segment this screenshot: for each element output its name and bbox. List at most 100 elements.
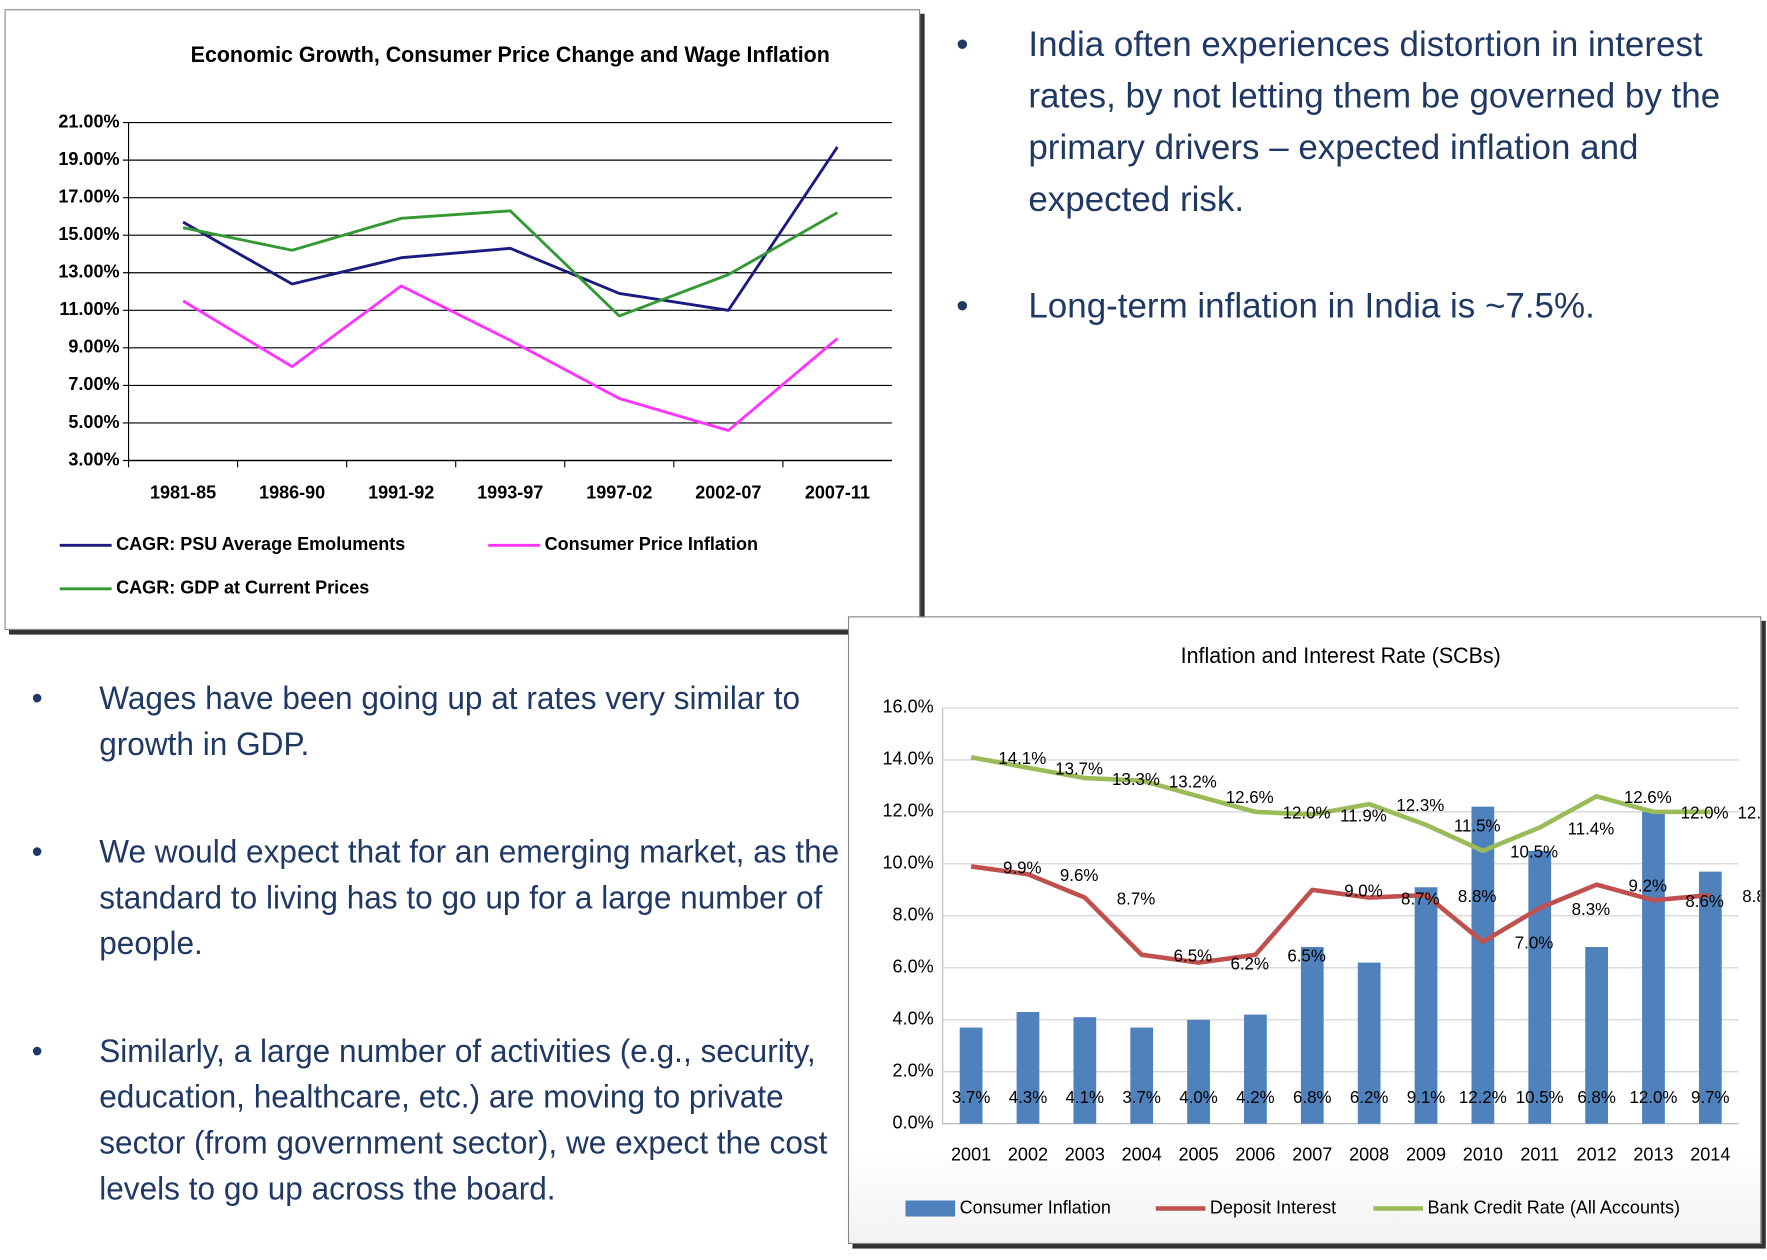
y-tick-label: 10.0% [883, 853, 934, 873]
data-label: 14.1% [998, 749, 1046, 768]
x-tick-label: 2009 [1406, 1145, 1446, 1165]
y-tick-label: 15.00% [58, 224, 119, 244]
data-label: 9.0% [1344, 882, 1383, 901]
data-label: 6.2% [1350, 1088, 1389, 1107]
legend-label: Deposit Interest [1210, 1197, 1336, 1217]
x-tick-label: 2007-11 [805, 482, 870, 502]
x-tick-label: 2002 [1008, 1145, 1048, 1165]
legend-label: Consumer Inflation [960, 1197, 1111, 1217]
y-tick-label: 19.00% [58, 149, 119, 169]
data-label: 11.9% [1340, 806, 1387, 825]
legend-label: CAGR: GDP at Current Prices [116, 577, 369, 597]
data-label: 8.7% [1117, 889, 1156, 908]
legend-swatch [905, 1200, 956, 1217]
bullet: Long-term inflation in India is ~7.5%. [956, 280, 1745, 332]
y-tick-label: 7.00% [68, 374, 119, 394]
data-label: 6.8% [1577, 1088, 1616, 1107]
bar [1073, 1017, 1097, 1124]
data-label: 13.2% [1169, 772, 1217, 791]
bar [1642, 811, 1665, 1124]
data-label: 6.5% [1174, 947, 1213, 966]
bar [1244, 1014, 1267, 1124]
y-tick-label: 0.0% [893, 1112, 934, 1132]
y-tick-label: 8.0% [893, 905, 934, 925]
chart: Economic Growth, Consumer Price Change a… [58, 42, 892, 598]
data-label: 8.7% [1401, 889, 1440, 908]
x-tick-label: 2005 [1178, 1145, 1218, 1165]
chart-frame: Inflation and Interest Rate (SCBs) 0.0% 2.… [847, 616, 1762, 1245]
x-tick-label: 1997-02 [586, 482, 652, 502]
data-label: 10.5% [1516, 1088, 1564, 1107]
x-tick-label: 2001 [951, 1145, 991, 1165]
data-label: 4.3% [1009, 1088, 1048, 1107]
x-tick-label: 2004 [1122, 1145, 1162, 1165]
chart-title: Inflation and Interest Rate (SCBs) [1181, 643, 1501, 668]
line-series [182, 209, 839, 318]
x-tick-label: 2010 [1463, 1145, 1503, 1165]
data-label: 7.0% [1515, 934, 1554, 953]
data-label: 3.7% [952, 1088, 991, 1107]
bar [1528, 850, 1552, 1124]
bullet: Similarly, a large number of activities … [32, 1029, 844, 1212]
x-tick-label: 2003 [1065, 1145, 1105, 1165]
y-tick-label: 2.0% [893, 1060, 934, 1080]
x-tick-label: 2014 [1690, 1145, 1730, 1165]
data-label: 8.6% [1685, 892, 1724, 911]
y-tick-label: 11.00% [59, 299, 119, 319]
y-tick-label: 5.00% [68, 412, 119, 432]
chart-frame: Economic Growth, Consumer Price Change a… [4, 9, 921, 631]
y-tick-label: 6.0% [893, 957, 934, 977]
bar [1698, 871, 1722, 1124]
y-tick-label: 12.0% [883, 801, 934, 821]
data-label: 4.2% [1236, 1088, 1275, 1107]
x-tick-label: 2002-07 [695, 482, 761, 502]
data-label: 12.6% [1624, 788, 1672, 807]
data-label: 13.3% [1112, 770, 1160, 789]
line-series [970, 755, 1711, 854]
y-tick-label: 14.0% [883, 749, 934, 769]
data-label: 11.5% [1454, 817, 1501, 836]
x-tick-label: 1986-90 [259, 482, 325, 502]
data-label: 4.1% [1066, 1088, 1105, 1107]
bar [1414, 887, 1438, 1124]
data-label: 9.2% [1629, 876, 1668, 895]
legend-label: Consumer Price Inflation [545, 534, 758, 554]
data-label: 12.0% [1283, 804, 1331, 823]
bullet: We would expect that for an emerging mar… [32, 829, 844, 966]
bar [1187, 1019, 1210, 1124]
data-label: 3.7% [1122, 1088, 1161, 1107]
x-tick-label: 1981-85 [150, 482, 216, 502]
chart-title: Economic Growth, Consumer Price Change a… [191, 42, 830, 67]
x-tick-label: 1991-92 [368, 482, 434, 502]
bar [1471, 806, 1495, 1124]
data-label: 8.8% [1458, 887, 1497, 906]
y-tick-label: 21.00% [58, 111, 119, 131]
chart: Inflation and Interest Rate (SCBs) 0.0% 2.… [883, 643, 1761, 1217]
y-tick-label: 17.00% [58, 186, 119, 206]
x-tick-label: 2006 [1235, 1145, 1275, 1165]
data-label: 12.0% [1738, 804, 1761, 823]
x-tick-label: 2011 [1520, 1145, 1559, 1165]
y-tick-label: 16.0% [883, 697, 934, 717]
bar [959, 1027, 983, 1124]
line-series [182, 284, 839, 432]
line-series [182, 146, 839, 312]
data-label: 12.6% [1226, 788, 1274, 807]
bar [1357, 962, 1381, 1124]
y-tick-label: 3.00% [68, 449, 119, 469]
data-label: 12.2% [1459, 1088, 1507, 1107]
data-label: 9.9% [1003, 858, 1042, 877]
data-label: 12.0% [1681, 804, 1729, 823]
bar [1300, 947, 1324, 1124]
y-tick-label: 9.00% [68, 337, 119, 357]
data-label: 9.1% [1407, 1088, 1446, 1107]
data-label: 8.3% [1572, 900, 1611, 919]
legend-label: CAGR: PSU Average Emoluments [116, 534, 405, 554]
x-tick-label: 2013 [1633, 1145, 1673, 1165]
bullet-list: India often experiences distortion in in… [956, 18, 1745, 386]
data-label: 8.8% [1742, 887, 1760, 906]
data-label: 9.7% [1691, 1088, 1730, 1107]
data-label: 6.2% [1230, 954, 1269, 973]
